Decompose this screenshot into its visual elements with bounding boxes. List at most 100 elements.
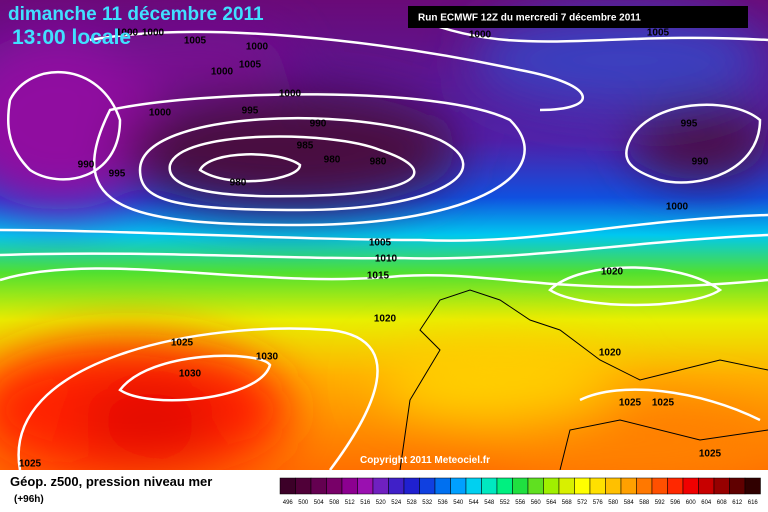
- scale-label: 496: [283, 500, 294, 506]
- scale-label: 528: [407, 500, 418, 506]
- scale-label: 548: [484, 500, 495, 506]
- isobar-label: 1010: [375, 254, 398, 265]
- scale-label: 596: [670, 500, 681, 506]
- isobar-label: 990: [310, 119, 327, 130]
- scale-swatch: [481, 477, 498, 495]
- scale-swatch: [729, 477, 746, 495]
- scale-swatch: [558, 477, 575, 495]
- isobar-label: 1005: [647, 28, 670, 39]
- scale-swatch: [496, 477, 513, 495]
- scale-swatch: [589, 477, 606, 495]
- isobar-label: 1025: [619, 398, 642, 409]
- scale-swatch: [636, 477, 653, 495]
- scale-swatch: [310, 477, 327, 495]
- isobar-label: 1005: [184, 36, 207, 47]
- fields: [0, 10, 768, 480]
- isobar-label: 1020: [601, 267, 624, 278]
- isobar-label: 980: [324, 155, 341, 166]
- scale-label: 576: [593, 500, 604, 506]
- isobar-label: 995: [109, 169, 126, 180]
- scale-swatch: [574, 477, 591, 495]
- run-box: [408, 6, 748, 28]
- scale-swatch: [434, 477, 451, 495]
- time-text: 13:00 locale: [12, 26, 131, 49]
- legend-lead: (+96h): [14, 494, 44, 505]
- isobar-label: 1000: [211, 67, 234, 78]
- scale-label: 604: [701, 500, 712, 506]
- scale-label: 516: [360, 500, 371, 506]
- scale-label: 556: [515, 500, 526, 506]
- scale-swatch: [698, 477, 715, 495]
- isobar-labels: 1000 1000 1005 1000 1005 1000 1000 1000 995 990 98…: [19, 28, 722, 470]
- scale-swatch: [388, 477, 405, 495]
- scale-label: 536: [438, 500, 449, 506]
- scale-label: 572: [577, 500, 588, 506]
- isobar-label: 1000: [666, 202, 689, 213]
- scale-swatch: [682, 477, 699, 495]
- isobar-label: 1025: [699, 449, 722, 460]
- scale-swatch: [620, 477, 637, 495]
- scale-swatch: [543, 477, 560, 495]
- isobar-label: 980: [370, 157, 387, 168]
- color-scale: 496 500 504 508 512 516 520 524 528 532 536 540 544 5…: [279, 477, 761, 506]
- isobar-label: 1000: [279, 89, 302, 100]
- scale-swatch: [605, 477, 622, 495]
- isobar-label: 985: [297, 141, 314, 152]
- copyright: Copyright 2011 Meteociel.fr: [360, 455, 490, 466]
- scale-label: 500: [298, 500, 309, 506]
- scale-swatch: [357, 477, 374, 495]
- scale-label: 544: [469, 500, 480, 506]
- scale-label: 540: [453, 500, 464, 506]
- scale-swatch: [341, 477, 358, 495]
- isobar-label: 1020: [599, 348, 622, 359]
- scale-swatch: [279, 477, 296, 495]
- isobar-label: 1005: [369, 238, 392, 249]
- scale-label: 564: [546, 500, 557, 506]
- scale-swatch: [527, 477, 544, 495]
- scale-swatch: [651, 477, 668, 495]
- isobar-label: 1025: [652, 398, 675, 409]
- isobar-label: 1000: [142, 28, 165, 39]
- isobar-label: 990: [692, 157, 709, 168]
- scale-swatch: [326, 477, 343, 495]
- isobar-label: 1020: [374, 314, 397, 325]
- isobar-label: 1000: [149, 108, 172, 119]
- scale-swatch: [744, 477, 761, 495]
- run-text: Run ECMWF 12Z du mercredi 7 décembre 201…: [418, 13, 641, 24]
- scale-swatch: [295, 477, 312, 495]
- scale-swatch: [713, 477, 730, 495]
- scale-swatch: [465, 477, 482, 495]
- isobars: [0, 18, 768, 471]
- scale-label: 600: [686, 500, 697, 506]
- isobar-label: 1025: [19, 459, 42, 470]
- scale-label: 504: [314, 500, 325, 506]
- isobar-label: 1030: [256, 352, 279, 363]
- scale-label: 608: [717, 500, 728, 506]
- scale-label: 588: [639, 500, 650, 506]
- isobar-label: 995: [242, 106, 259, 117]
- scale-label: 568: [562, 500, 573, 506]
- scale-label: 584: [624, 500, 635, 506]
- scale-swatch: [450, 477, 467, 495]
- isobar-label: 1025: [171, 338, 194, 349]
- isobar-label: 1030: [179, 369, 202, 380]
- date-text: dimanche 11 décembre 2011: [8, 4, 264, 25]
- isobar-label: 1000: [246, 42, 269, 53]
- scale-label: 524: [391, 500, 402, 506]
- isobar-label: 980: [230, 178, 247, 189]
- coastline: [399, 289, 768, 471]
- isobar-label: 1005: [239, 60, 262, 71]
- scale-swatch: [419, 477, 436, 495]
- scale-swatch: [512, 477, 529, 495]
- scale-label: 592: [655, 500, 666, 506]
- scale-swatch: [403, 477, 420, 495]
- scale-label: 552: [500, 500, 511, 506]
- scale-label: 580: [608, 500, 619, 506]
- scale-label: 612: [732, 500, 743, 506]
- scale-label: 508: [329, 500, 340, 506]
- scale-swatch: [372, 477, 389, 495]
- isobar-label: 1000: [469, 30, 492, 41]
- scale-label: 560: [531, 500, 542, 506]
